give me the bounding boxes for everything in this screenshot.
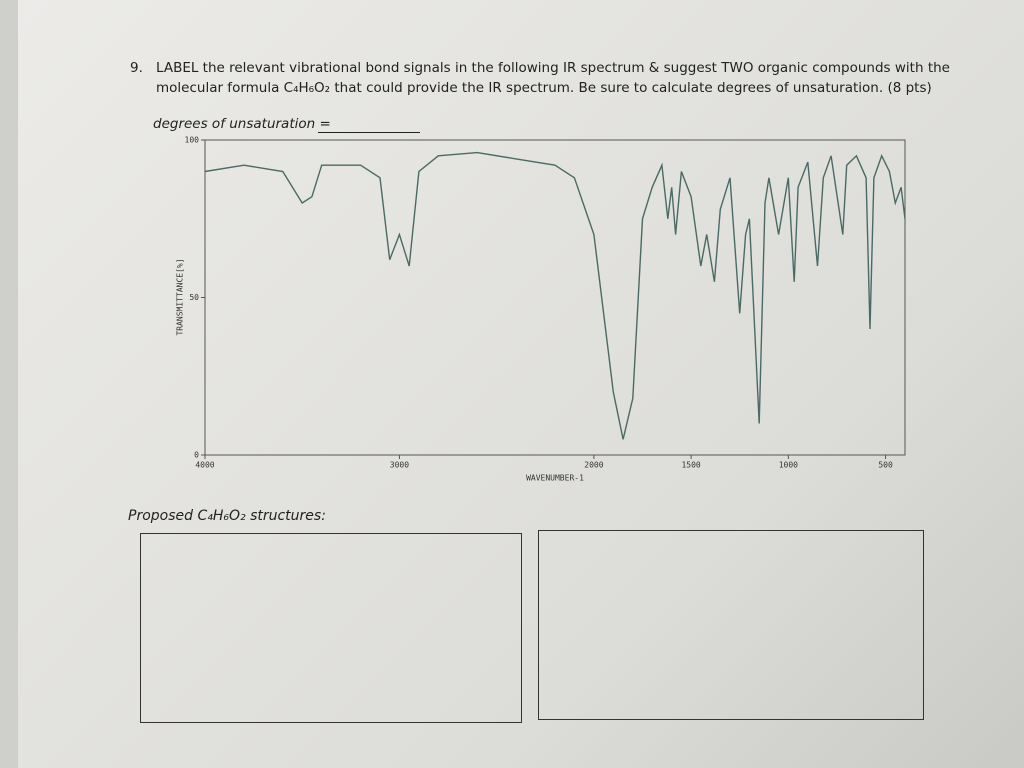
worksheet: 9. LABEL the relevant vibrational bond s… <box>18 0 1024 768</box>
prompt: degrees of unsaturation = <box>153 116 331 132</box>
spectrum-line <box>204 151 906 440</box>
y-tick-label: 100 <box>185 136 200 145</box>
answer-box <box>538 530 924 720</box>
x-tick-label: 4000 <box>195 461 214 470</box>
x-tick-label: 1500 <box>681 461 700 470</box>
question-line: molecular formula C₄H₆O₂ that could prov… <box>156 80 932 96</box>
y-tick-label: 50 <box>189 293 199 302</box>
plot-frame <box>204 139 906 456</box>
proposal-title: Proposed C₄H₆O₂ structures: <box>128 508 326 524</box>
question-number: 9. <box>130 60 143 76</box>
answer-box <box>140 533 522 723</box>
y-axis-label: TRANSMITTANCE[%] <box>176 258 185 335</box>
x-axis-label: WAVENUMBER-1 <box>526 474 584 483</box>
x-tick-label: 500 <box>878 461 893 470</box>
y-tick-label: 0 <box>194 451 199 460</box>
x-tick-label: 2000 <box>584 461 603 470</box>
question-line: LABEL the relevant vibrational bond sign… <box>156 60 950 76</box>
x-tick-label: 1000 <box>779 461 798 470</box>
x-tick-label: 3000 <box>390 461 409 470</box>
answer-blank <box>318 132 420 133</box>
